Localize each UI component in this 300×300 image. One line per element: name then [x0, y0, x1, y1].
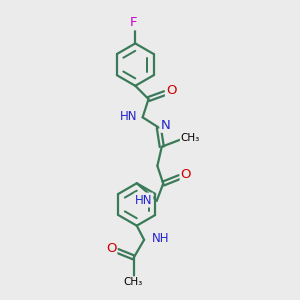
- Text: CH₃: CH₃: [181, 133, 200, 143]
- Text: O: O: [181, 168, 191, 181]
- Text: NH: NH: [152, 232, 170, 245]
- Text: CH₃: CH₃: [124, 277, 143, 287]
- Text: F: F: [130, 16, 138, 29]
- Text: O: O: [166, 84, 176, 97]
- Text: O: O: [106, 242, 116, 255]
- Text: N: N: [160, 119, 170, 132]
- Text: HN: HN: [135, 194, 152, 207]
- Text: HN: HN: [120, 110, 137, 123]
